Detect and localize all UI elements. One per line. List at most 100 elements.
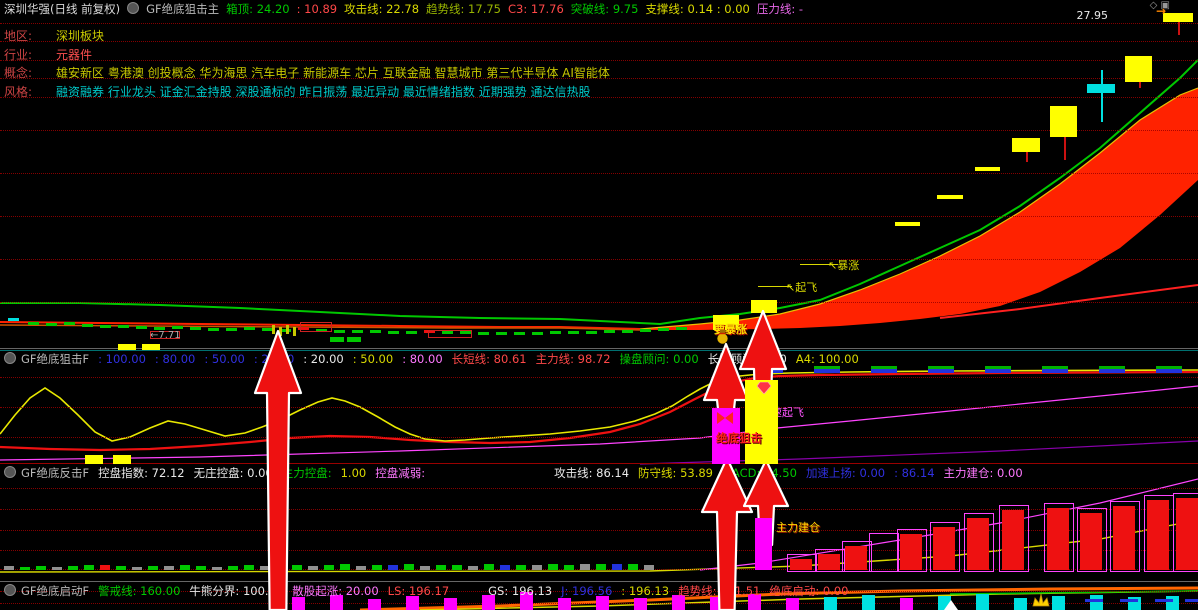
mini-candle (658, 328, 669, 331)
window-corner-icons: ◇ ▣ (1150, 0, 1170, 11)
mini-candle (424, 330, 435, 333)
up-arrow-signal (253, 329, 303, 610)
mini-volume-bar (436, 565, 446, 570)
green-signal-mark (347, 337, 361, 342)
mini-volume-bar (260, 566, 270, 570)
window-icon[interactable]: ▣ (1160, 0, 1170, 11)
red-trend-line (0, 321, 641, 330)
annotation-qifei: ↖起飞 (786, 281, 818, 294)
red-volume-bar (818, 554, 840, 570)
orange-indicator-line (359, 586, 1198, 610)
indicator-field: 警戒线: 160.00 (98, 584, 181, 598)
mini-volume-bar (356, 566, 366, 570)
info-row: 概念: 雄安新区 粤港澳 创投概念 华为海思 汽车电子 新能源车 芯片 互联金融 … (4, 64, 610, 81)
indicator-field: 主力建仓: 0.00 (943, 466, 1023, 480)
green-dash (1042, 366, 1068, 369)
band-top-edge (639, 87, 1198, 330)
mini-volume-bar (468, 566, 478, 570)
panel-separator (0, 348, 1198, 349)
blue-dash (1156, 369, 1182, 373)
panel-indicator-name[interactable]: GF绝底启动F (21, 584, 90, 598)
mini-candle (244, 327, 255, 330)
info-row-label: 风格: (4, 84, 33, 99)
mini-candle (100, 325, 111, 328)
indicator-circle-icon[interactable] (4, 584, 16, 596)
indicator-field: 主力线: 98.72 (535, 352, 611, 366)
info-row-value[interactable]: 深圳板块 (56, 29, 105, 43)
indicator-field: 无庄控盘: 0.00 (193, 466, 273, 480)
indicator-circle-icon[interactable] (4, 466, 16, 478)
mini-volume-bar (548, 564, 558, 570)
mini-volume-bar (4, 566, 14, 570)
indicator-circle-icon[interactable] (127, 2, 140, 14)
hollow-magenta-box (964, 513, 994, 572)
mini-volume-bar (484, 564, 494, 570)
main-indicator-name[interactable]: GF绝底狙击主 (146, 2, 220, 16)
grid-line (0, 550, 1198, 551)
indicator-field: 加速上扬: 0.00 (805, 466, 886, 480)
grid-line (0, 78, 1198, 79)
red-indicator-line (0, 370, 1198, 452)
blue-dash (1185, 599, 1198, 602)
bottom-panel-bar (748, 594, 761, 610)
mini-volume-bar (452, 565, 462, 570)
indicator-field: : 50.00 (204, 352, 245, 366)
mini-candle (370, 330, 381, 333)
yellow-signal-mark (85, 455, 103, 464)
butterfly-icon (717, 412, 733, 424)
indicator-field: : 86.14 (894, 466, 935, 480)
candle (1012, 138, 1040, 152)
info-row-value[interactable]: 融资融券 行业龙头 证金汇金持股 深股通标的 昨日振荡 最近异动 最近情绪指数 … (56, 84, 591, 99)
candle (895, 222, 920, 226)
yellow-signal-mark (142, 344, 160, 350)
bottom-panel-bar (1090, 595, 1103, 610)
annotation-leader-line (758, 286, 792, 287)
green-signal-mark (330, 337, 344, 342)
support-line (0, 350, 1198, 351)
indicator-field: 操盘顾问: 0.00 (619, 352, 699, 366)
diamond-icon[interactable]: ◇ (1149, 0, 1158, 11)
indicator-circle-icon[interactable] (4, 352, 16, 364)
annotation-juji: 绝底狙击 (716, 431, 762, 445)
price-arrow-icon: → (1156, 4, 1167, 18)
indicator-field: 1.00 (340, 466, 367, 480)
magenta-signal-bar (755, 518, 772, 570)
grid-line (0, 377, 1198, 378)
bottom-panel-bar (520, 592, 533, 610)
indicator-field: 控盘减弱: (375, 466, 426, 480)
mini-volume-bar (404, 564, 414, 570)
panel-indicator-name[interactable]: GF绝底狙击F (21, 352, 90, 366)
mini-candle (334, 330, 345, 333)
mini-volume-bar (292, 565, 302, 570)
candle (713, 315, 739, 330)
panel-indicator-name[interactable]: GF绝底反击F (21, 466, 90, 480)
hollow-magenta-box (1173, 493, 1198, 572)
indicator-field: 趋势线: 17.75 (426, 2, 501, 16)
bottom-panel-bar (824, 597, 837, 610)
hollow-magenta-box (897, 529, 927, 572)
indicator-field: LS: 196.17 (387, 584, 450, 598)
info-row-value[interactable]: 雄安新区 粤港澳 创投概念 华为海思 汽车电子 新能源车 芯片 互联金融 智慧城… (56, 66, 610, 80)
white-triangle-icon (944, 600, 958, 610)
annotation-baozhang: ↖暴涨 (828, 259, 860, 272)
indicator-field: : 10.89 (296, 2, 338, 16)
hollow-magenta-box (1044, 503, 1074, 572)
mini-candle (280, 329, 291, 332)
mini-candle (298, 327, 309, 330)
info-row-label: 行业: (4, 47, 33, 62)
info-row-label: 概念: (4, 66, 33, 80)
bottom-panel-bar (596, 596, 609, 610)
bottom-panel-bar (292, 597, 305, 610)
bottom-panel-bar (330, 595, 343, 610)
crown-icon (1032, 594, 1050, 607)
indicator-field: 长短线: 80.61 (451, 352, 527, 366)
candle-wick (1063, 137, 1066, 160)
mini-candle (676, 327, 687, 330)
mini-volume-bar (612, 564, 622, 570)
hash-mark (272, 325, 275, 334)
indicator-field: 压力线: - (756, 2, 804, 16)
mini-candle (496, 332, 507, 335)
info-row: 行业: 元器件 (4, 46, 92, 63)
info-row-value[interactable]: 元器件 (56, 47, 93, 62)
hollow-red-box (150, 331, 180, 339)
